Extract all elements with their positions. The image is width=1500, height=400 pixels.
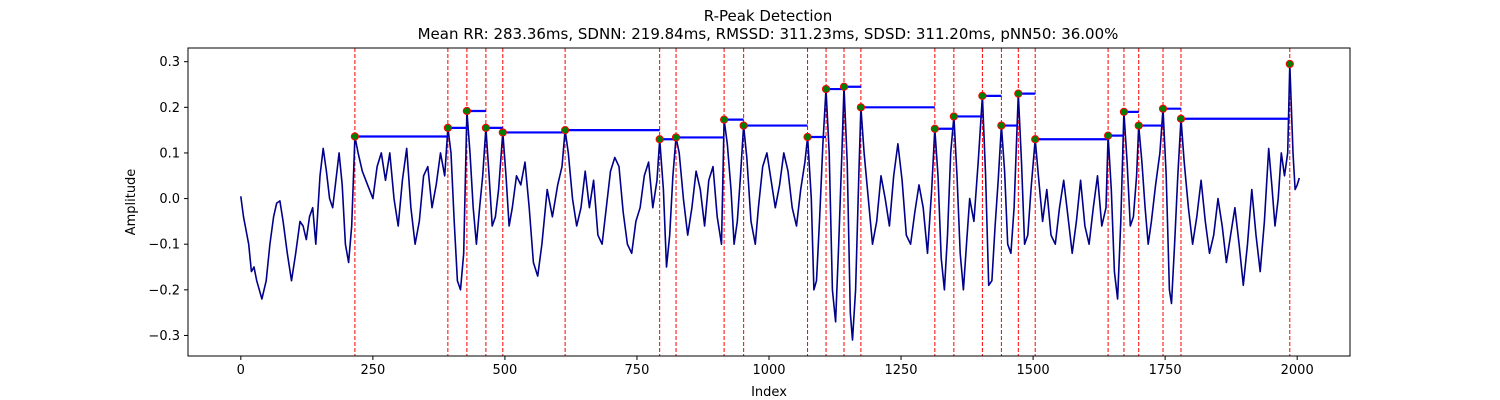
peak-marker-26 <box>1285 59 1294 69</box>
peak-marker-22 <box>1119 107 1129 116</box>
peak-marker-2 <box>443 123 452 132</box>
peak-marker-4 <box>481 123 490 132</box>
peak-marker-18 <box>997 121 1006 130</box>
chart-subtitle: Mean RR: 283.36ms, SDNN: 219.84ms, RMSSD… <box>418 25 1119 43</box>
peak-marker-3 <box>462 106 471 116</box>
peak-marker-8 <box>671 133 681 142</box>
peak-marker-6 <box>561 126 570 135</box>
peak-marker-10 <box>739 121 748 130</box>
peak-marker-19 <box>1014 89 1023 98</box>
peak-marker-1 <box>350 132 360 141</box>
x-tick-label-1000: 1000 <box>752 363 785 378</box>
peak-lines-group <box>354 48 1291 356</box>
y-tick-label-4: 0.1 <box>159 146 180 161</box>
chart-title: R-Peak Detection <box>704 7 832 25</box>
x-tick-label-500: 500 <box>492 363 517 378</box>
x-tick-label-750: 750 <box>625 363 650 378</box>
peak-marker-9 <box>720 115 729 124</box>
y-tick-label-5: 0.2 <box>159 101 180 116</box>
peak-marker-21 <box>1103 131 1113 140</box>
peak-marker-12 <box>821 84 831 94</box>
signal-group <box>240 63 1301 341</box>
y-tick-label-2: −0.1 <box>148 238 180 253</box>
x-axis: 0 250 500 750 1000 1250 1500 1750 2000 <box>237 356 1314 378</box>
y-tick-label-3: 0.0 <box>159 192 180 207</box>
peak-marker-7 <box>655 135 664 144</box>
peak-marker-11 <box>803 132 812 142</box>
y-tick-label-1: −0.2 <box>148 283 180 298</box>
x-tick-label-250: 250 <box>360 363 385 378</box>
x-axis-label: Index <box>751 385 787 400</box>
peak-marker-23 <box>1134 121 1143 130</box>
peak-marker-15 <box>930 124 939 133</box>
peak-marker-20 <box>1031 135 1040 144</box>
peak-marker-24 <box>1158 104 1168 113</box>
signal-line <box>240 63 1301 341</box>
x-tick-label-2000: 2000 <box>1281 363 1314 378</box>
peak-marker-25 <box>1176 114 1186 123</box>
x-tick-label-1750: 1750 <box>1149 363 1182 378</box>
peak-marker-5 <box>498 128 507 137</box>
y-axis: −0.3 −0.2 −0.1 0.0 0.1 0.2 0.3 <box>148 55 188 344</box>
x-tick-label-1250: 1250 <box>884 363 917 378</box>
y-tick-label-0: −0.3 <box>148 329 180 344</box>
y-tick-label-6: 0.3 <box>159 55 180 70</box>
x-tick-label-1500: 1500 <box>1017 363 1050 378</box>
x-tick-label-0: 0 <box>237 363 245 378</box>
plot-area <box>188 48 1350 356</box>
y-axis-label: Amplitude <box>124 169 139 236</box>
peak-marker-16 <box>949 112 958 121</box>
peak-marker-17 <box>978 91 987 101</box>
peak-markers-group <box>350 59 1294 144</box>
peak-marker-14 <box>856 103 866 112</box>
peak-marker-13 <box>839 82 849 91</box>
